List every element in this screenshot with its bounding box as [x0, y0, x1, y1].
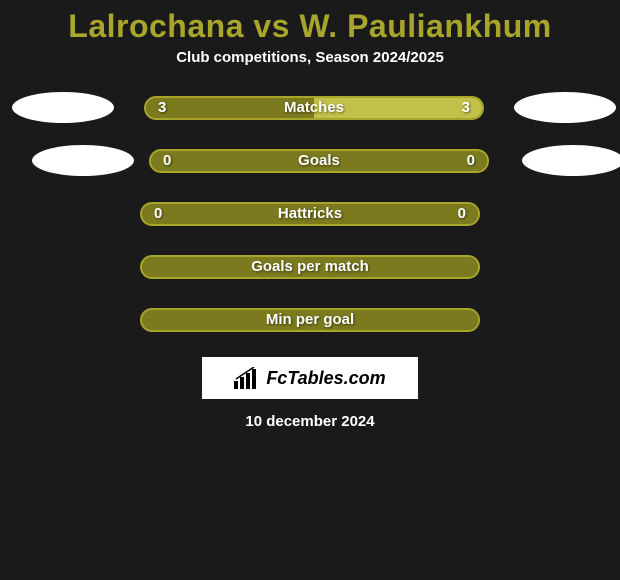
stat-label: Hattricks	[142, 205, 478, 222]
stat-row: Hattricks0 0	[0, 198, 620, 229]
stat-value-right: 0	[467, 152, 475, 169]
stat-label: Goals per match	[142, 258, 478, 275]
stat-bar: Hattricks0 0	[140, 202, 480, 226]
stat-rows: Matches33Goals00Hattricks00Goals per mat…	[0, 92, 620, 335]
stat-label: Matches	[146, 99, 482, 116]
player-left-ellipse	[32, 145, 134, 176]
stat-row: Goals per match	[0, 251, 620, 282]
stat-bar: Goals0 0	[149, 149, 489, 173]
stat-bar: Matches3 3	[144, 96, 484, 120]
subtitle: Club competitions, Season 2024/2025	[0, 49, 620, 66]
stat-bar: Goals per match	[140, 255, 480, 279]
stat-row: Goals0 0	[0, 145, 620, 176]
stat-row: Min per goal	[0, 304, 620, 335]
player-right-ellipse	[514, 92, 616, 123]
stat-label: Goals	[151, 152, 487, 169]
logo-chart-icon	[234, 367, 260, 389]
page-title: Lalrochana vs W. Pauliankhum	[0, 0, 620, 49]
logo-box: FcTables.com	[202, 357, 418, 399]
player-right-ellipse	[522, 145, 620, 176]
date-text: 10 december 2024	[0, 413, 620, 430]
stat-row: Matches3 3	[0, 92, 620, 123]
stat-value-left: 0	[154, 205, 162, 222]
stat-value-right: 3	[462, 99, 470, 116]
stat-value-right: 0	[458, 205, 466, 222]
stat-value-left: 3	[158, 99, 166, 116]
stat-label: Min per goal	[142, 311, 478, 328]
stat-value-left: 0	[163, 152, 171, 169]
logo-text: FcTables.com	[266, 368, 385, 389]
stat-bar: Min per goal	[140, 308, 480, 332]
player-left-ellipse	[12, 92, 114, 123]
